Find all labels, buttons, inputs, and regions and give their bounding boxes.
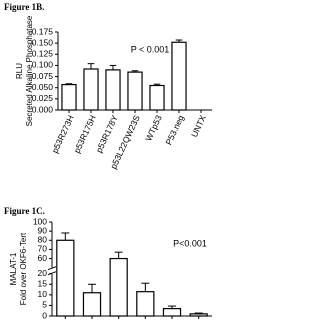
y-tick-label: 0.075 bbox=[32, 71, 54, 81]
bar bbox=[127, 71, 143, 111]
y-tick-label: 60 bbox=[38, 253, 48, 263]
bar bbox=[83, 68, 99, 111]
bar bbox=[109, 257, 128, 317]
y-tick-label: 0.125 bbox=[32, 49, 54, 59]
y-tick-label: 0 bbox=[42, 310, 47, 320]
y-tick-label: 90 bbox=[38, 225, 48, 235]
x-tick-label: P53.neg bbox=[163, 113, 186, 146]
y-axis-label: MALAT-1 bbox=[9, 252, 18, 285]
y-axis-label: RLU bbox=[15, 63, 24, 79]
bar bbox=[149, 84, 165, 111]
bar bbox=[189, 313, 208, 317]
y-axis-label: Fold over OKF6-Tert bbox=[19, 232, 28, 305]
y-tick-label: 0.175 bbox=[32, 26, 54, 36]
y-tick-label: 10 bbox=[38, 289, 48, 299]
x-tick-label: UNTX bbox=[189, 113, 208, 138]
annotation: P<0.001 bbox=[173, 238, 207, 248]
figure-title: Figure 1C. bbox=[4, 206, 45, 216]
y-tick-label: 0.050 bbox=[32, 82, 54, 92]
annotation: P < 0.001 bbox=[131, 44, 170, 54]
y-tick-label: 100 bbox=[33, 216, 47, 226]
y-tick-label: 0.100 bbox=[32, 60, 54, 70]
y-tick-label: 20 bbox=[38, 268, 48, 278]
axis-break bbox=[47, 266, 57, 271]
y-tick-label: 15 bbox=[38, 279, 48, 289]
y-tick-label: 0.025 bbox=[32, 93, 54, 103]
bar bbox=[171, 41, 187, 111]
bar bbox=[105, 69, 121, 111]
y-tick-label: 70 bbox=[38, 244, 48, 254]
y-tick-label: 5 bbox=[42, 300, 47, 310]
y-tick-label: 80 bbox=[38, 235, 48, 245]
bar bbox=[56, 239, 75, 317]
x-tick-label: WTp53 bbox=[143, 113, 164, 142]
y-tick-label: 0.000 bbox=[32, 104, 54, 114]
y-tick-label: 0.150 bbox=[32, 37, 54, 47]
bar bbox=[82, 292, 102, 317]
bar bbox=[162, 307, 182, 317]
bar bbox=[136, 291, 155, 317]
figure-title: Figure 1B. bbox=[4, 2, 44, 12]
y-axis-label: Secreted Alkaline Phosphatase bbox=[25, 15, 34, 126]
bar bbox=[61, 83, 77, 111]
